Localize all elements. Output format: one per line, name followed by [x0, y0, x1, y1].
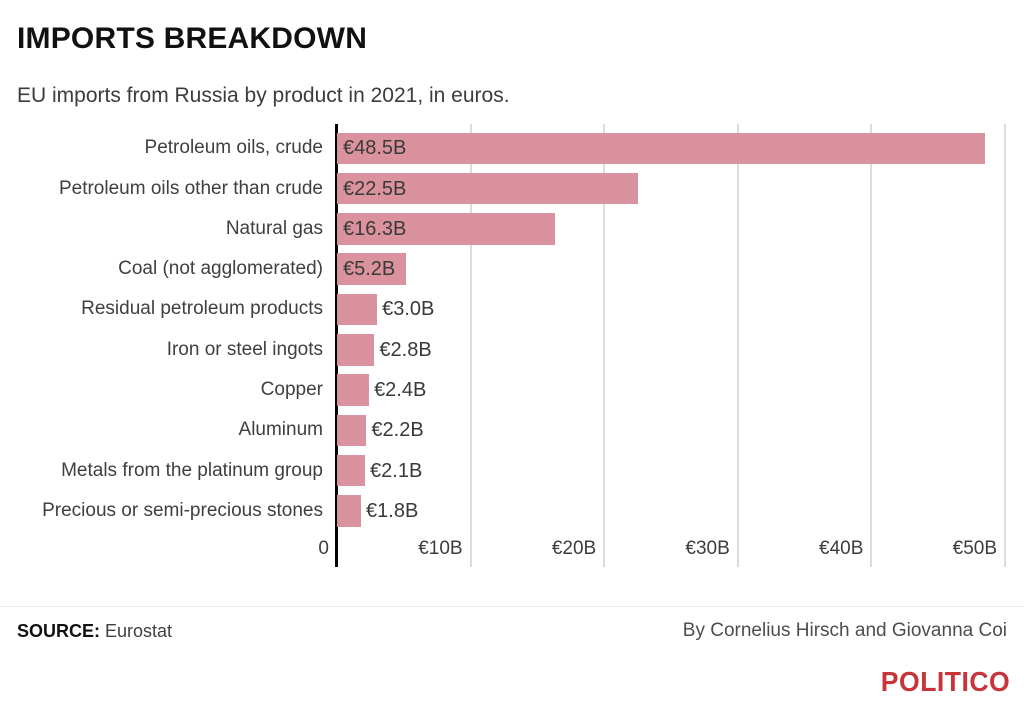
y-axis-line [335, 124, 338, 567]
bar [337, 454, 366, 487]
bar [337, 293, 378, 326]
bar [337, 213, 555, 245]
value-label: €2.4B [374, 379, 427, 402]
category-label: Petroleum oils, crude [144, 137, 323, 159]
x-axis-tick-label: €20B [551, 538, 597, 559]
bar [337, 334, 375, 366]
x-axis-tick-label: 0 [318, 538, 329, 559]
gridline [469, 124, 472, 567]
bar [337, 132, 985, 164]
category-label: Iron or steel ingots [166, 338, 323, 360]
x-axis-tick-label: €10B [418, 538, 463, 559]
value-label: €5.2B [343, 258, 396, 281]
page-title: IMPORTS BREAKDOWN [17, 22, 368, 55]
bar [337, 414, 367, 447]
value-label: €3.0B [382, 298, 435, 321]
gridline [736, 124, 739, 567]
value-label: €22.5B [343, 177, 407, 200]
bar [337, 495, 362, 527]
value-label: €2.2B [371, 419, 424, 442]
value-label: €48.5B [343, 137, 407, 160]
category-label: Precious or semi-precious stones [42, 499, 323, 521]
source-value: Eurostat [100, 621, 173, 641]
bar [337, 374, 370, 406]
category-label: Metals from the platinum group [61, 459, 323, 481]
category-label: Aluminum [238, 419, 323, 441]
footer-divider [0, 606, 1024, 607]
x-axis-tick-label: €40B [819, 538, 864, 559]
x-axis-tick-label: €30B [685, 538, 730, 559]
x-axis-tick-label: €50B [952, 538, 997, 559]
category-label: Residual petroleum products [81, 298, 323, 320]
category-label: Natural gas [225, 217, 323, 239]
source-line: SOURCE: Eurostat [17, 619, 172, 643]
gridline [1004, 124, 1006, 567]
category-label: Copper [260, 379, 323, 401]
gridline [603, 124, 606, 567]
bar [337, 253, 407, 285]
category-label: Coal (not agglomerated) [118, 258, 323, 280]
value-label: €1.8B [366, 499, 419, 522]
value-label: €2.1B [370, 459, 423, 482]
bar [337, 172, 638, 205]
category-label: Petroleum oils other than crude [58, 177, 323, 199]
chart-subtitle: EU imports from Russia by product in 202… [17, 84, 510, 107]
value-label: €16.3B [343, 217, 407, 240]
politico-logo: POLITICO [880, 666, 1010, 697]
source-label: SOURCE: [17, 621, 101, 641]
gridline [870, 124, 873, 567]
byline: By Cornelius Hirsch and Giovanna Coi [682, 620, 1007, 641]
value-label: €2.8B [379, 338, 432, 361]
